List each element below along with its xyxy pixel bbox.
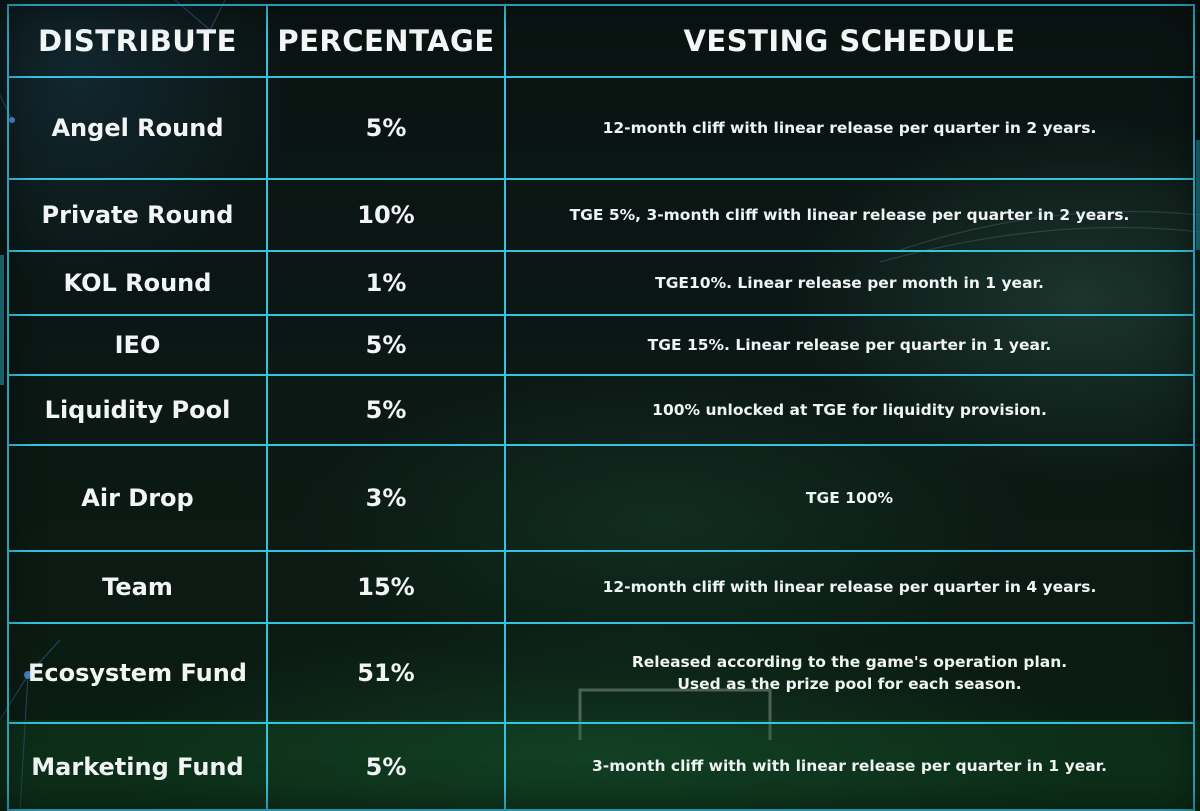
schedule-line: 3-month cliff with with linear release p…: [591, 757, 1108, 776]
schedule-line: 100% unlocked at TGE for liquidity provi…: [652, 400, 1047, 419]
row-name: IEO: [7, 314, 268, 376]
table-row: Liquidity Pool 5% 100% unlocked at TGE f…: [7, 374, 1195, 446]
row-percent: 5%: [266, 314, 506, 376]
table-row: KOL Round 1% TGE10%. Linear release per …: [7, 250, 1195, 316]
header-distribute: DISTRIBUTE: [7, 4, 268, 78]
schedule-line: Released according to the game's operati…: [631, 652, 1068, 671]
row-percent: 1%: [266, 250, 506, 316]
row-name: Angel Round: [7, 76, 268, 180]
row-schedule: 3-month cliff with with linear release p…: [504, 722, 1195, 811]
row-name: Liquidity Pool: [7, 374, 268, 446]
table-row: Air Drop 3% TGE 100%: [7, 444, 1195, 552]
row-percent: 51%: [266, 622, 506, 724]
header-vesting-schedule: VESTING SCHEDULE: [504, 4, 1195, 78]
schedule-line: TGE 15%. Linear release per quarter in 1…: [647, 335, 1052, 354]
header-percentage: PERCENTAGE: [266, 4, 506, 78]
row-percent: 10%: [266, 178, 506, 252]
row-percent: 5%: [266, 722, 506, 811]
row-schedule: 100% unlocked at TGE for liquidity provi…: [504, 374, 1195, 446]
row-name: Marketing Fund: [7, 722, 268, 811]
table-row: IEO 5% TGE 15%. Linear release per quart…: [7, 314, 1195, 376]
table-row: Team 15% 12-month cliff with linear rele…: [7, 550, 1195, 624]
distribution-table: DISTRIBUTE PERCENTAGE VESTING SCHEDULE A…: [7, 4, 1195, 811]
row-schedule: 12-month cliff with linear release per q…: [504, 550, 1195, 624]
row-schedule: TGE 5%, 3-month cliff with linear releas…: [504, 178, 1195, 252]
row-schedule: TGE 15%. Linear release per quarter in 1…: [504, 314, 1195, 376]
table-row: Marketing Fund 5% 3-month cliff with wit…: [7, 722, 1195, 811]
header-row: DISTRIBUTE PERCENTAGE VESTING SCHEDULE: [7, 4, 1195, 78]
row-name: Team: [7, 550, 268, 624]
schedule-line: 12-month cliff with linear release per q…: [602, 577, 1097, 596]
schedule-line: TGE10%. Linear release per month in 1 ye…: [655, 273, 1044, 292]
table-row: Private Round 10% TGE 5%, 3-month cliff …: [7, 178, 1195, 252]
row-name: Ecosystem Fund: [7, 622, 268, 724]
table-row: Ecosystem Fund 51% Released according to…: [7, 622, 1195, 724]
schedule-line: 12-month cliff with linear release per q…: [602, 118, 1097, 137]
schedule-line: Used as the prize pool for each season.: [677, 675, 1022, 693]
schedule-line: TGE 100%: [805, 488, 894, 507]
row-name: Private Round: [7, 178, 268, 252]
row-name: Air Drop: [7, 444, 268, 552]
row-schedule: TGE 100%: [504, 444, 1195, 552]
table-row: Angel Round 5% 12-month cliff with linea…: [7, 76, 1195, 180]
row-percent: 15%: [266, 550, 506, 624]
row-percent: 5%: [266, 374, 506, 446]
row-percent: 5%: [266, 76, 506, 180]
row-schedule: Released according to the game's operati…: [504, 622, 1195, 724]
row-schedule: 12-month cliff with linear release per q…: [504, 76, 1195, 180]
row-schedule: TGE10%. Linear release per month in 1 ye…: [504, 250, 1195, 316]
row-percent: 3%: [266, 444, 506, 552]
schedule-line: TGE 5%, 3-month cliff with linear releas…: [569, 205, 1130, 224]
row-name: KOL Round: [7, 250, 268, 316]
